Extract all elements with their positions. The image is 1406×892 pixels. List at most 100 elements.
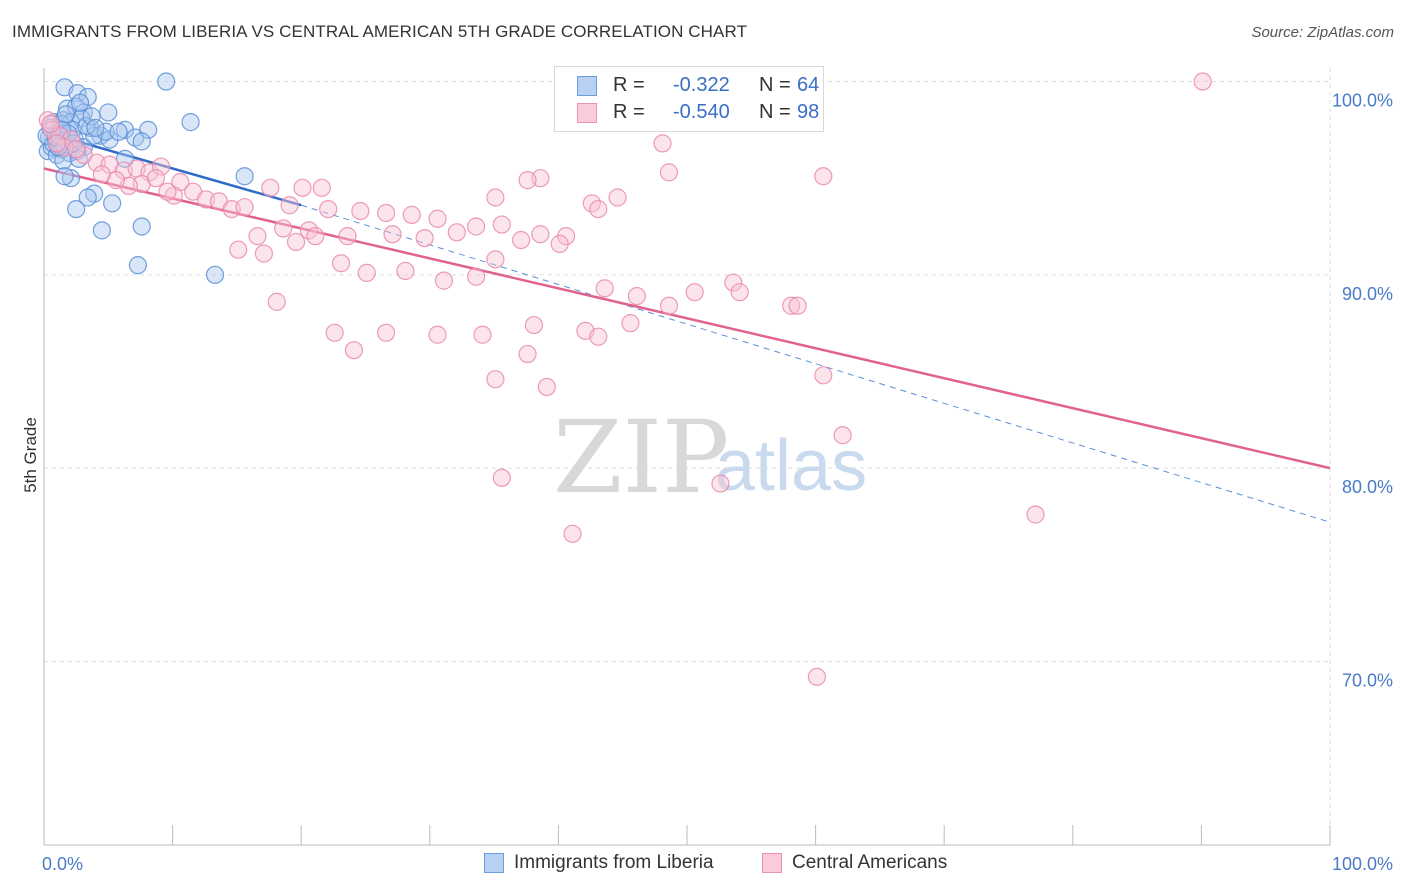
point-liberia — [67, 199, 86, 219]
bottom-legend-label: Central Americans — [792, 852, 948, 873]
y-tick-label: 100.0% — [1332, 91, 1393, 111]
point-central-americans — [274, 219, 293, 238]
point-liberia — [139, 120, 158, 139]
point-liberia — [61, 169, 81, 188]
point-central-americans — [486, 250, 505, 269]
point-liberia — [157, 72, 176, 91]
point-central-americans — [428, 325, 447, 344]
point-liberia — [128, 256, 147, 275]
point-liberia — [132, 217, 151, 236]
point-central-americans — [248, 227, 267, 246]
trend-layer — [43, 130, 1331, 523]
point-central-americans — [402, 205, 421, 224]
point-central-americans — [229, 240, 248, 259]
point-liberia — [70, 93, 90, 112]
point-central-americans — [267, 292, 286, 311]
point-liberia — [54, 151, 73, 170]
point-central-americans — [833, 426, 852, 445]
point-central-americans — [383, 225, 402, 244]
trend-line-central-americans — [43, 167, 1331, 470]
point-central-americans — [486, 188, 505, 207]
point-central-americans — [595, 279, 614, 298]
bottom-legend-swatch-pink — [762, 853, 782, 873]
point-central-americans — [344, 341, 364, 360]
y-tick-label: 80.0% — [1342, 477, 1393, 497]
point-central-americans — [627, 286, 646, 306]
legend-box: R = -0.322 N = 64 R = -0.540 N = 98 — [554, 66, 824, 132]
point-central-americans — [473, 325, 492, 344]
point-central-americans — [415, 228, 434, 248]
point-central-americans — [788, 296, 807, 315]
point-central-americans — [396, 261, 415, 281]
point-central-americans — [524, 315, 544, 335]
legend-r-value: -0.540 — [673, 101, 730, 123]
point-central-americans — [621, 314, 640, 333]
point-central-americans — [376, 323, 396, 342]
point-central-americans — [589, 199, 608, 219]
point-central-americans — [286, 232, 306, 252]
point-central-americans — [466, 217, 486, 236]
tick-layer: 100.0% 90.0% 80.0% 70.0% 0.0% 100.0% — [42, 91, 1393, 874]
bottom-legend-swatch-blue — [484, 853, 504, 873]
point-liberia — [56, 105, 75, 124]
legend-swatch-blue — [577, 76, 597, 96]
point-central-americans — [659, 296, 679, 315]
point-central-americans — [293, 178, 312, 197]
point-central-americans — [782, 296, 801, 315]
point-liberia — [86, 118, 105, 138]
point-central-americans — [41, 114, 60, 134]
point-liberia — [55, 167, 74, 186]
chart-title: IMMIGRANTS FROM LIBERIA VS CENTRAL AMERI… — [12, 22, 748, 41]
point-central-americans — [653, 134, 672, 153]
point-central-americans — [261, 178, 280, 197]
point-central-americans — [351, 201, 370, 221]
point-liberia — [205, 265, 225, 284]
point-central-americans — [711, 474, 730, 493]
watermark-atlas: atlas — [715, 426, 867, 506]
point-central-americans — [659, 163, 679, 182]
point-liberia — [96, 122, 115, 141]
point-central-americans — [814, 167, 833, 186]
point-central-americans — [306, 227, 325, 246]
point-central-americans — [158, 182, 177, 201]
point-liberia — [92, 221, 111, 240]
x-tick-label: 100.0% — [1332, 854, 1393, 874]
legend-n-label: N = — [759, 74, 791, 96]
point-central-americans — [280, 196, 299, 215]
trend-line-liberia-extension — [301, 204, 1331, 523]
source-label: Source: ZipAtlas.com — [1251, 24, 1394, 41]
point-central-americans — [312, 178, 331, 197]
point-central-americans — [814, 366, 833, 385]
point-central-americans — [537, 377, 556, 397]
point-central-americans — [151, 157, 171, 176]
point-central-americans — [447, 223, 466, 242]
point-central-americans — [254, 244, 274, 263]
point-central-americans — [325, 323, 344, 342]
points-layer — [37, 72, 1212, 686]
trend-line-liberia — [43, 130, 302, 207]
point-central-americans — [428, 209, 447, 228]
point-central-americans — [492, 468, 511, 487]
point-central-americans — [47, 134, 66, 153]
point-central-americans — [608, 188, 627, 207]
point-central-americans — [92, 165, 111, 184]
point-central-americans — [518, 344, 537, 364]
point-central-americans — [589, 327, 608, 346]
point-central-americans — [550, 234, 569, 253]
point-central-americans — [357, 263, 376, 282]
point-liberia — [77, 116, 96, 136]
bottom-legend-label: Immigrants from Liberia — [514, 852, 714, 873]
point-central-americans — [807, 667, 826, 686]
point-central-americans — [486, 370, 505, 389]
y-tick-label: 90.0% — [1342, 284, 1393, 304]
point-central-americans — [338, 227, 357, 246]
point-liberia — [109, 122, 128, 141]
point-liberia — [103, 194, 122, 213]
point-liberia — [82, 107, 101, 126]
point-central-americans — [67, 140, 86, 159]
point-central-americans — [518, 171, 537, 190]
legend-r-label: R = — [613, 101, 645, 123]
watermark-zip: ZIP — [553, 399, 729, 516]
axes-layer — [43, 68, 1331, 846]
